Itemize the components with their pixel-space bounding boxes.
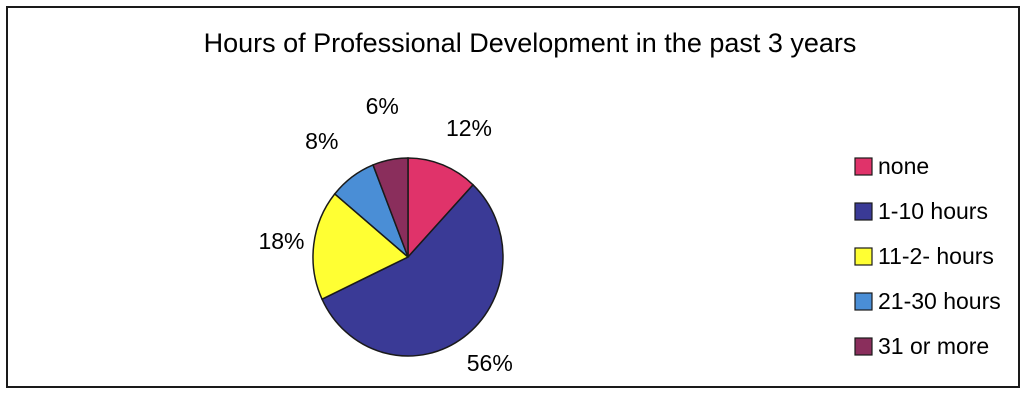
pie-data-label: 56% — [467, 350, 513, 376]
legend-swatch — [854, 247, 873, 266]
legend-label: 31 or more — [878, 333, 989, 359]
pie-data-label: 6% — [366, 93, 399, 119]
legend-label: 11-2- hours — [878, 243, 994, 269]
legend-swatch — [854, 157, 873, 176]
chart-title: Hours of Professional Development in the… — [204, 28, 857, 58]
pie-slice — [372, 157, 409, 258]
pie-slice — [312, 192, 410, 301]
pie-data-label: 8% — [305, 128, 338, 154]
legend-label: 21-30 hours — [878, 288, 1001, 314]
pie-data-label: 18% — [258, 228, 304, 254]
pie-data-labels: 12% 56% 18% 8% 6% — [258, 93, 512, 376]
pie-slice — [321, 183, 504, 357]
legend-swatch — [854, 292, 873, 311]
chart-frame — [6, 6, 1020, 388]
legend: none 1-10 hours 11-2- hours 21-30 hours 31 o… — [854, 153, 1001, 359]
pie-slice — [407, 157, 475, 259]
legend-swatch — [854, 202, 873, 221]
legend-label: none — [878, 153, 929, 179]
pie-data-label: 12% — [446, 115, 492, 141]
legend-label: 1-10 hours — [878, 198, 988, 224]
pie-slices — [312, 157, 504, 357]
legend-swatch — [854, 337, 873, 356]
